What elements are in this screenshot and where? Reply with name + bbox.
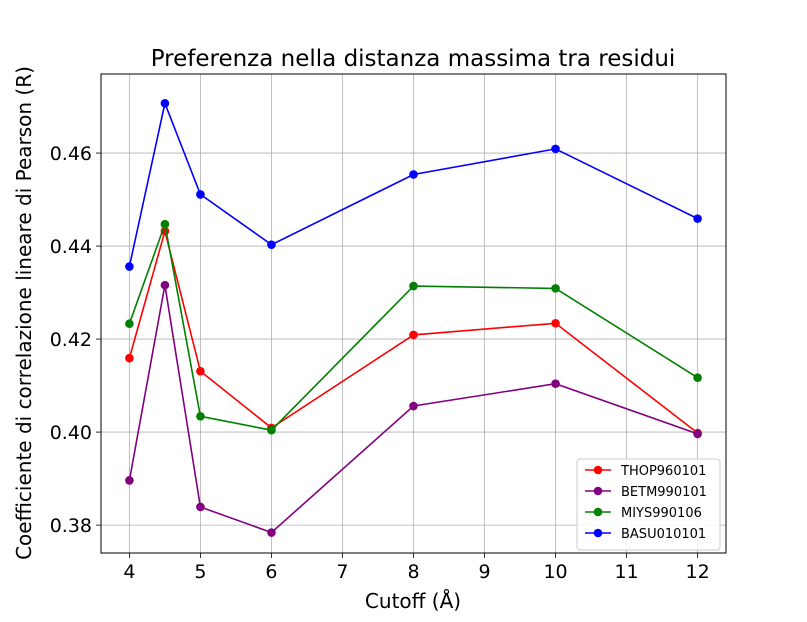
- data-point-BASU010101: [125, 262, 134, 271]
- data-point-BETM990101: [693, 429, 702, 439]
- legend-marker: [593, 465, 603, 475]
- data-point-THOP960101: [196, 366, 205, 376]
- data-point-MIYS990106: [409, 281, 418, 291]
- data-point-MIYS990106: [693, 373, 702, 382]
- x-tick-label: 5: [194, 561, 206, 583]
- x-axis-ticks: 4 5 6 7 8 9 10 11 12: [123, 553, 710, 583]
- chart-title: Preferenza nella distanza massima tra re…: [151, 46, 676, 72]
- y-tick-label: 0.40: [50, 422, 92, 444]
- legend-marker: [593, 486, 603, 496]
- x-tick-label: 6: [265, 561, 277, 583]
- legend-label: THOP960101: [620, 464, 706, 479]
- legend-marker: [593, 528, 603, 538]
- x-tick-label: 11: [614, 561, 638, 583]
- x-tick-label: 8: [407, 561, 419, 583]
- x-tick-label: 12: [685, 561, 709, 583]
- legend-label: BASU010101: [621, 527, 706, 542]
- data-point-BETM990101: [125, 476, 134, 485]
- x-tick-label: 4: [123, 561, 135, 583]
- legend-label: MIYS990106: [621, 506, 702, 521]
- legend-label: BETM990101: [621, 485, 707, 500]
- data-point-MIYS990106: [160, 219, 170, 229]
- data-point-BETM990101: [409, 401, 418, 411]
- y-tick-label: 0.38: [50, 515, 92, 537]
- legend-marker: [593, 507, 603, 517]
- data-point-BASU010101: [160, 98, 170, 108]
- x-axis-label: Cutoff (Å): [365, 589, 461, 613]
- y-tick-label: 0.44: [50, 236, 92, 258]
- data-point-THOP960101: [551, 318, 560, 328]
- y-axis-label: Coefficiente di correlazione lineare di …: [12, 66, 36, 560]
- data-point-BASU010101: [551, 144, 560, 154]
- data-point-BETM990101: [267, 528, 276, 537]
- legend-box: [576, 458, 721, 551]
- data-point-BASU010101: [409, 170, 418, 179]
- series-layer: [125, 98, 702, 537]
- data-point-BASU010101: [267, 240, 276, 249]
- data-point-BETM990101: [196, 502, 205, 512]
- y-tick-label: 0.46: [50, 143, 92, 165]
- x-tick-label: 9: [478, 561, 490, 583]
- data-point-MIYS990106: [125, 319, 134, 329]
- data-point-BASU010101: [693, 214, 702, 223]
- data-point-BETM990101: [160, 280, 170, 290]
- data-point-BETM990101: [551, 379, 560, 389]
- data-point-MIYS990106: [267, 425, 276, 435]
- y-tick-label: 0.42: [50, 329, 92, 351]
- data-point-THOP960101: [125, 353, 134, 363]
- data-point-BASU010101: [196, 190, 205, 199]
- x-tick-label: 7: [336, 561, 348, 583]
- data-point-THOP960101: [409, 330, 418, 340]
- grid-lines: [101, 74, 726, 553]
- x-tick-label: 10: [543, 561, 567, 583]
- data-point-MIYS990106: [196, 411, 205, 421]
- legend: THOP960101 BETM990101 MIYS990106 BASU010101: [576, 458, 721, 551]
- data-point-MIYS990106: [551, 284, 560, 293]
- y-axis-ticks: 0.38 0.40 0.42 0.44 0.46: [50, 143, 101, 537]
